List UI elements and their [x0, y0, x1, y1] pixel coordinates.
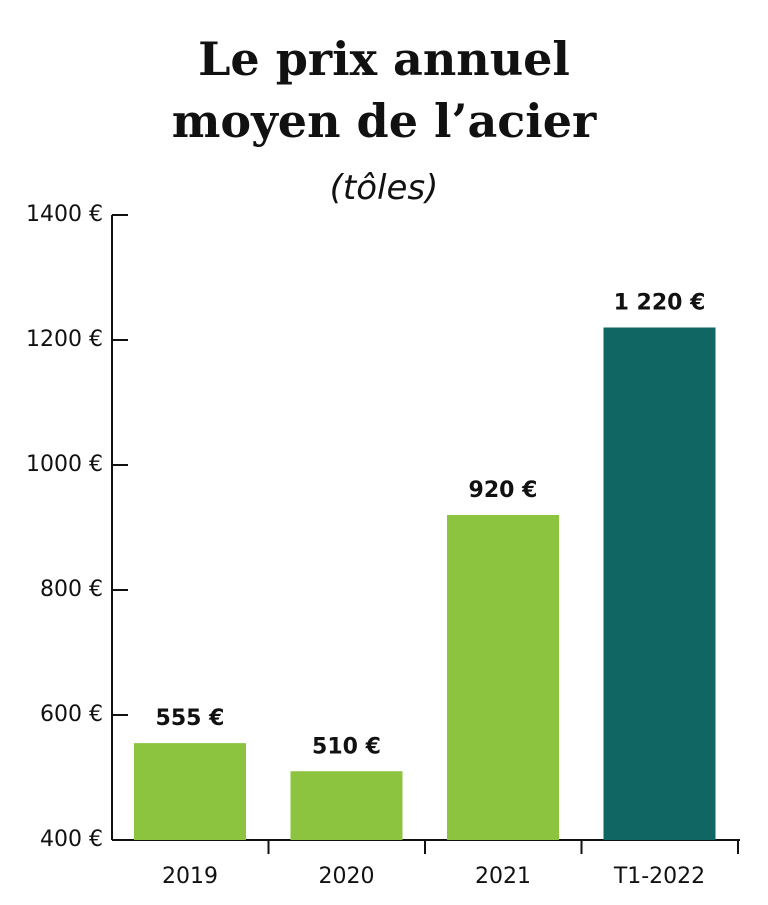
bar: [447, 515, 559, 840]
y-tick-label: 800 €: [40, 577, 103, 602]
chart-title: Le prix annuel moyen de l’acier: [171, 32, 597, 148]
x-tick-label: 2021: [475, 864, 531, 889]
bar: [290, 771, 403, 840]
y-tick-label: 1400 €: [26, 202, 103, 227]
x-tick-label: T1-2022: [613, 864, 705, 889]
chart-title-block: Le prix annuel moyen de l’acier (tôles): [134, 28, 634, 219]
x-tick-label: 2019: [162, 864, 218, 889]
y-tick-label: 1200 €: [26, 327, 103, 352]
value-label: 920 €: [469, 478, 538, 503]
value-label: 1 220 €: [614, 291, 706, 316]
bar: [603, 327, 716, 840]
value-label: 555 €: [156, 706, 225, 731]
bar: [134, 743, 246, 840]
y-tick-label: 1000 €: [26, 452, 103, 477]
y-tick-label: 600 €: [40, 702, 103, 727]
chart-subtitle: (tôles): [329, 168, 439, 208]
x-tick-label: 2020: [319, 864, 375, 889]
value-label: 510 €: [312, 734, 381, 759]
y-tick-label: 400 €: [40, 827, 103, 852]
